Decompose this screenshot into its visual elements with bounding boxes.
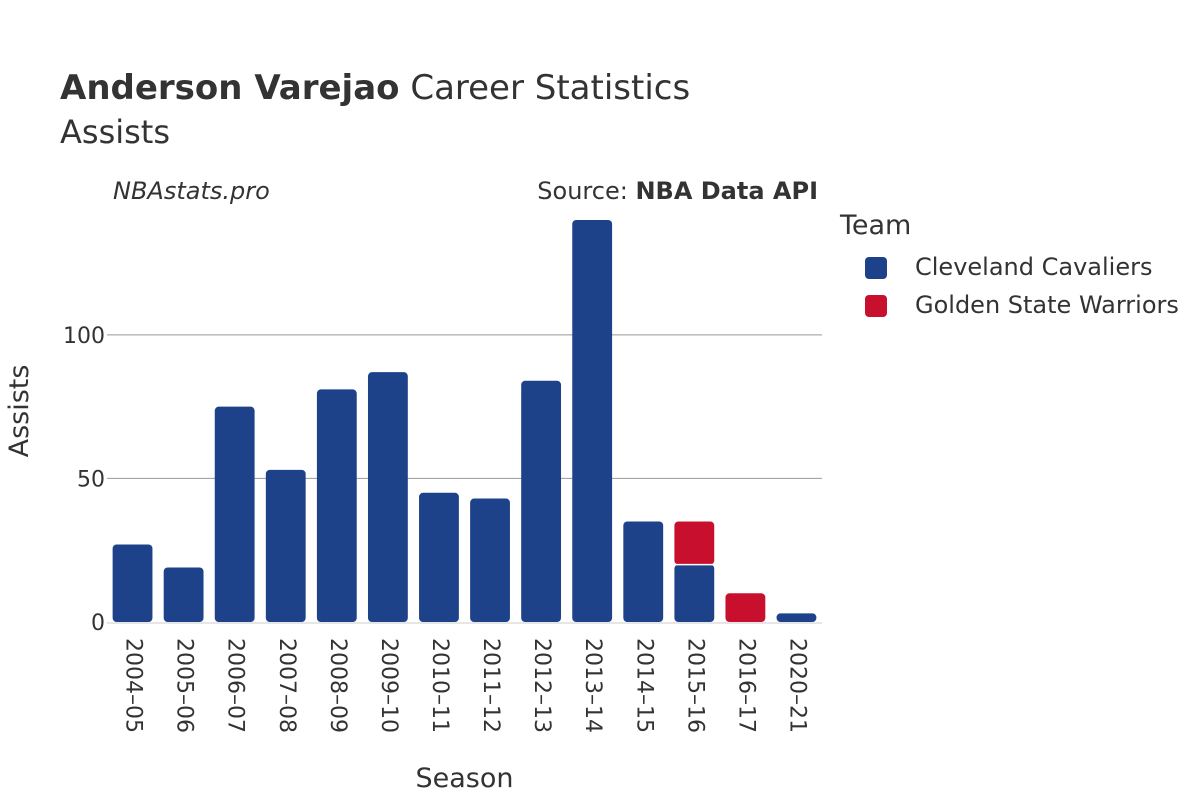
bar-2010–11-cavaliers bbox=[419, 492, 459, 622]
legend-swatch-warriors bbox=[865, 295, 887, 317]
x-tick-label-2010–11: 2010–11 bbox=[427, 638, 452, 733]
bar-2012–13-cavaliers bbox=[521, 380, 562, 622]
y-tick-label-50: 50 bbox=[77, 467, 105, 492]
bar-2008–09-cavaliers bbox=[316, 389, 357, 622]
bar-2015–16-warriors bbox=[674, 521, 715, 565]
bar-2011–12-cavaliers bbox=[470, 498, 510, 622]
x-tick-label-2007–08: 2007–08 bbox=[274, 638, 299, 733]
x-tick-label-2008–09: 2008–09 bbox=[325, 638, 350, 733]
legend-swatch-cavaliers bbox=[865, 257, 887, 279]
chart-subtitle: Assists bbox=[60, 113, 171, 151]
y-axis-label: Assists bbox=[4, 365, 35, 458]
x-tick-label-2004–05: 2004–05 bbox=[121, 638, 146, 733]
bar-2014–15-cavaliers bbox=[623, 521, 664, 622]
x-axis-label: Season bbox=[416, 763, 514, 794]
x-tick-label-2011–12: 2011–12 bbox=[478, 638, 503, 733]
bar-2013–14-cavaliers bbox=[572, 220, 613, 622]
bar-2006–07-cavaliers bbox=[214, 406, 255, 622]
bar-2015–16-cavaliers bbox=[674, 564, 715, 622]
source-label: Source: bbox=[537, 177, 636, 205]
source-value: NBA Data API bbox=[635, 177, 818, 205]
title-rest: Career Statistics bbox=[399, 68, 691, 108]
source-credit: Source: NBA Data API bbox=[537, 177, 818, 205]
x-tick-label-2006–07: 2006–07 bbox=[223, 638, 248, 733]
bar-2004–05-cavaliers bbox=[112, 544, 153, 622]
chart-title: Anderson Varejao Career Statistics bbox=[60, 68, 690, 108]
bar-2016–17-warriors bbox=[725, 593, 766, 622]
x-tick-label-2016–17: 2016–17 bbox=[733, 638, 758, 733]
legend-item-cavaliers[interactable]: Cleveland Cavaliers bbox=[865, 253, 1152, 281]
x-tick-label-2020–21: 2020–21 bbox=[784, 638, 809, 733]
x-tick-label-2005–06: 2005–06 bbox=[172, 638, 197, 733]
x-tick-label-2015–16: 2015–16 bbox=[682, 638, 707, 733]
legend-label-warriors: Golden State Warriors bbox=[915, 291, 1179, 319]
legend-label-cavaliers: Cleveland Cavaliers bbox=[915, 253, 1153, 281]
site-credit: NBAstats.pro bbox=[113, 177, 270, 205]
x-tick-label-2013–14: 2013–14 bbox=[580, 638, 605, 733]
player-name: Anderson Varejao bbox=[60, 68, 400, 108]
bar-2005–06-cavaliers bbox=[163, 567, 204, 622]
bar-2020–21-cavaliers bbox=[776, 613, 817, 622]
y-tick-label-0: 0 bbox=[91, 611, 105, 636]
y-tick-label-100: 100 bbox=[63, 324, 105, 349]
legend-item-warriors[interactable]: Golden State Warriors bbox=[865, 291, 1179, 319]
x-tick-label-2014–15: 2014–15 bbox=[631, 638, 656, 733]
bar-2007–08-cavaliers bbox=[265, 469, 306, 622]
x-tick-label-2012–13: 2012–13 bbox=[529, 638, 554, 733]
legend-title: Team bbox=[840, 210, 912, 241]
x-tick-label-2009–10: 2009–10 bbox=[376, 638, 401, 733]
bar-2009–10-cavaliers bbox=[367, 372, 408, 622]
